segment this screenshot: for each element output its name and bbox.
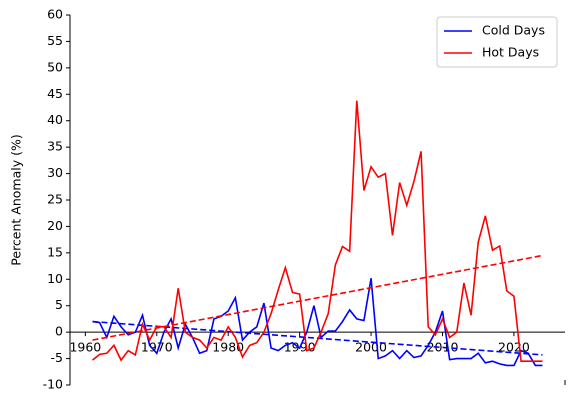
y-tick-label: 60 xyxy=(47,7,63,22)
legend-label: Hot Days xyxy=(482,45,539,60)
y-tick-label: 35 xyxy=(47,139,63,154)
x-tick-label: 2000 xyxy=(355,340,387,355)
y-tick-label: 20 xyxy=(47,218,63,233)
y-tick-label: 40 xyxy=(47,112,63,127)
data-line xyxy=(91,100,543,363)
y-tick-label: -10 xyxy=(43,377,63,392)
x-tick-label: 2010 xyxy=(427,340,459,355)
y-tick-label: 30 xyxy=(47,165,63,180)
y-tick-label: 5 xyxy=(55,297,63,312)
y-tick-label: 0 xyxy=(55,324,63,339)
y-tick-label: 15 xyxy=(47,244,63,259)
y-tick-label: 25 xyxy=(47,192,63,207)
y-tick-label: -5 xyxy=(51,350,63,365)
legend-box xyxy=(436,16,558,68)
x-tick-label: 1960 xyxy=(69,340,101,355)
trend-line xyxy=(92,254,543,341)
y-tick-label: 10 xyxy=(47,271,63,286)
legend: Cold Days Hot Days xyxy=(436,16,558,68)
y-tick-label: 55 xyxy=(47,33,63,48)
y-axis-label: Percent Anomaly (%) xyxy=(9,134,24,265)
y-tick-label: 50 xyxy=(47,59,63,74)
y-tick-label: 45 xyxy=(47,86,63,101)
legend-label: Cold Days xyxy=(482,23,545,38)
x-tick-label: 1980 xyxy=(212,340,244,355)
